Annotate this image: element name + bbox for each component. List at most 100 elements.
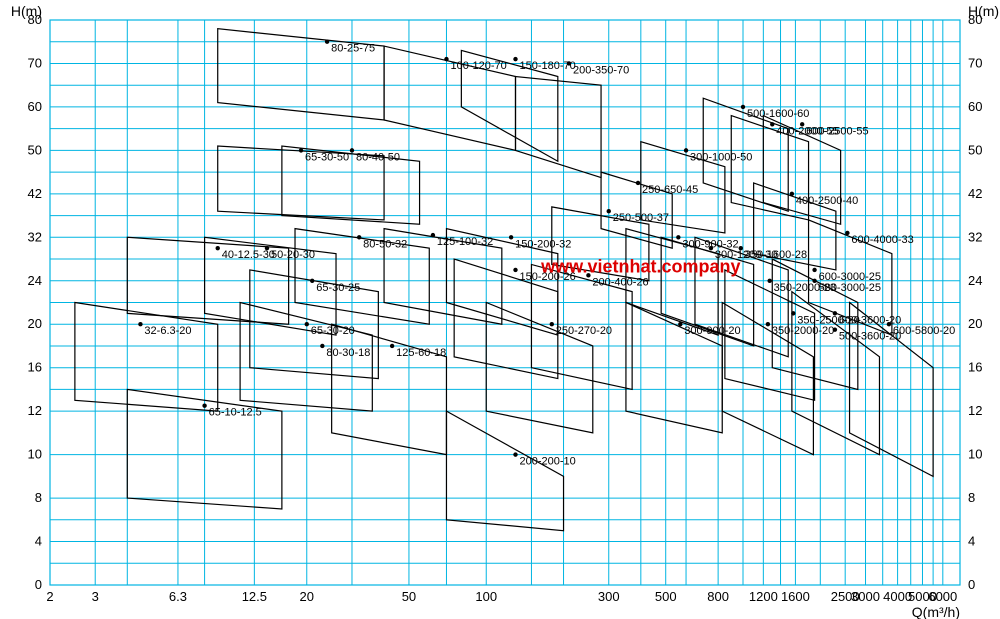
y-tick-right: 50 bbox=[968, 142, 982, 157]
pump-point bbox=[513, 452, 517, 456]
pump-point bbox=[320, 344, 324, 348]
pump-point bbox=[800, 122, 804, 126]
pump-point bbox=[567, 61, 571, 65]
y-tick-right: 12 bbox=[968, 403, 982, 418]
y-tick-left: 12 bbox=[28, 403, 42, 418]
pump-point bbox=[444, 57, 448, 61]
pump-point bbox=[766, 322, 770, 326]
y-tick-left: 8 bbox=[35, 490, 42, 505]
pump-label: 65-30-20 bbox=[311, 325, 355, 337]
pump-label: 65-10-12.5 bbox=[209, 407, 262, 419]
pump-label: 250-270-20 bbox=[556, 325, 612, 337]
pump-point bbox=[431, 233, 435, 237]
y-tick-left: 32 bbox=[28, 229, 42, 244]
pump-label: 600-4000-33 bbox=[851, 234, 913, 246]
pump-point bbox=[812, 268, 816, 272]
pump-label: 125-100-32 bbox=[437, 236, 493, 248]
pump-label: 600-5800-20 bbox=[893, 325, 955, 337]
pump-point bbox=[607, 209, 611, 213]
x-tick: 800 bbox=[707, 589, 729, 604]
pump-point bbox=[325, 40, 329, 44]
pump-label: 300-900-20 bbox=[684, 325, 740, 337]
pump-label: 500-3000-25 bbox=[819, 282, 881, 294]
pump-label: 65-30-25 bbox=[316, 282, 360, 294]
pump-point bbox=[790, 192, 794, 196]
pump-point bbox=[305, 322, 309, 326]
pump-label: 125-60-18 bbox=[396, 347, 446, 359]
y-tick-right: 42 bbox=[968, 186, 982, 201]
x-tick: 20 bbox=[300, 589, 314, 604]
pump-point bbox=[357, 235, 361, 239]
y-tick-left: 70 bbox=[28, 55, 42, 70]
x-tick: 12.5 bbox=[242, 589, 267, 604]
pump-label: 600-2500-55 bbox=[806, 125, 868, 137]
x-tick: 50 bbox=[402, 589, 416, 604]
pump-point bbox=[767, 279, 771, 283]
pump-label: 150-180-70 bbox=[519, 60, 575, 72]
pump-point bbox=[550, 322, 554, 326]
pump-point bbox=[833, 327, 837, 331]
pump-point bbox=[265, 246, 269, 250]
pump-label: 200-350-70 bbox=[573, 64, 629, 76]
pump-label: 350-2000-20 bbox=[772, 325, 834, 337]
y-tick-right: 8 bbox=[968, 490, 975, 505]
pump-label: 300-1000-50 bbox=[690, 151, 752, 163]
pump-point bbox=[845, 231, 849, 235]
y-tick-right: 0 bbox=[968, 577, 975, 592]
pump-point bbox=[513, 57, 517, 61]
pump-point bbox=[636, 181, 640, 185]
pump-point bbox=[513, 268, 517, 272]
y-tick-right: 70 bbox=[968, 55, 982, 70]
y-tick-left: 20 bbox=[28, 316, 42, 331]
y-tick-left: 24 bbox=[28, 273, 42, 288]
pump-point bbox=[676, 235, 680, 239]
pump-label: 80-30-18 bbox=[326, 347, 370, 359]
pump-label: 80-25-75 bbox=[331, 43, 375, 55]
y-axis-title-left: H(m) bbox=[11, 3, 42, 19]
x-tick: 3 bbox=[92, 589, 99, 604]
pump-point bbox=[138, 322, 142, 326]
pump-label: 100-120-70 bbox=[450, 60, 506, 72]
pump-point bbox=[833, 311, 837, 315]
pump-point bbox=[390, 344, 394, 348]
y-tick-right: 24 bbox=[968, 273, 982, 288]
x-tick: 6.3 bbox=[169, 589, 187, 604]
pump-point bbox=[350, 148, 354, 152]
x-tick: 100 bbox=[475, 589, 497, 604]
pump-label: 40-12.5-30 bbox=[222, 249, 275, 261]
y-tick-left: 60 bbox=[28, 99, 42, 114]
pump-label: 200-400-26 bbox=[592, 276, 648, 288]
pump-label: 200-200-10 bbox=[519, 456, 575, 468]
pump-label: 32-6.3-20 bbox=[144, 325, 191, 337]
pump-label: 250-650-45 bbox=[642, 184, 698, 196]
pump-point bbox=[887, 322, 891, 326]
x-axis-title: Q(m³/h) bbox=[912, 604, 960, 619]
y-axis-title-right: H(m) bbox=[968, 3, 999, 19]
y-tick-left: 0 bbox=[35, 577, 42, 592]
pump-point bbox=[216, 246, 220, 250]
watermark: www.vietnhat.company bbox=[540, 257, 740, 277]
pump-point bbox=[509, 235, 513, 239]
y-tick-right: 32 bbox=[968, 229, 982, 244]
pump-point bbox=[770, 122, 774, 126]
pump-label: 80-50-32 bbox=[363, 238, 407, 250]
x-tick: 1600 bbox=[781, 589, 810, 604]
y-tick-right: 20 bbox=[968, 316, 982, 331]
pump-point bbox=[741, 105, 745, 109]
pump-point bbox=[678, 322, 682, 326]
pump-label: 150-200-32 bbox=[515, 238, 571, 250]
pump-point bbox=[310, 279, 314, 283]
y-tick-left: 42 bbox=[28, 186, 42, 201]
pump-label: 50-20-30 bbox=[271, 249, 315, 261]
pump-label: 80-40-50 bbox=[356, 151, 400, 163]
y-tick-right: 4 bbox=[968, 534, 975, 549]
pump-label: 250-500-37 bbox=[613, 212, 669, 224]
x-tick: 3000 bbox=[851, 589, 880, 604]
x-tick: 6000 bbox=[928, 589, 957, 604]
y-tick-left: 50 bbox=[28, 142, 42, 157]
x-tick: 2 bbox=[46, 589, 53, 604]
x-tick: 300 bbox=[598, 589, 620, 604]
y-tick-right: 16 bbox=[968, 360, 982, 375]
pump-point bbox=[709, 246, 713, 250]
pump-point bbox=[202, 404, 206, 408]
